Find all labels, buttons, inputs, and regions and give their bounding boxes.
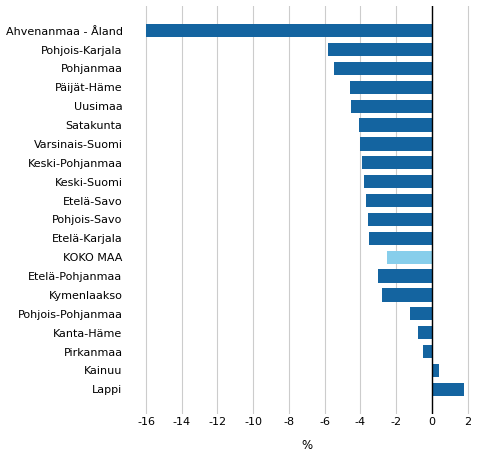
Bar [432,383,464,396]
Bar [369,232,432,245]
Bar [358,118,432,132]
Bar [423,345,432,358]
Bar [432,364,439,377]
Bar [368,213,432,226]
Bar [382,288,432,301]
Bar [410,307,432,321]
Bar [350,81,432,94]
Text: %: % [301,439,312,452]
Bar [387,251,432,264]
Bar [360,138,432,151]
Bar [362,156,432,169]
Bar [328,43,432,56]
Bar [146,24,432,37]
Bar [333,62,432,75]
Bar [366,194,432,207]
Bar [417,326,432,339]
Bar [378,270,432,283]
Bar [364,175,432,188]
Bar [352,99,432,113]
